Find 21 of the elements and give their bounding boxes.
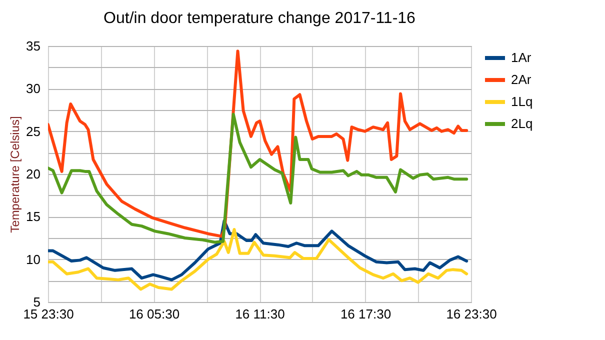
x-tick-label: 16 17:30 [340,306,392,322]
y-tick-label: 5 [33,294,40,310]
legend-label: 2Lq [511,116,533,131]
line-series [48,219,468,282]
x-tick-label: 16 05:30 [128,306,180,322]
x-tick-label: 15 23:30 [23,306,74,322]
chart-title: Out/in door temperature change 2017-11-16 [104,10,416,27]
legend-label: 2Ar [511,72,532,87]
y-axis-title: Temperature [Celsius] [8,116,22,233]
y-tick-label: 10 [26,252,40,267]
legend-label: 1Lq [511,94,533,109]
line-series [48,112,468,244]
y-tick-label: 25 [26,124,40,139]
x-tick-label: 16 11:30 [235,306,285,322]
y-tick-label: 15 [26,209,40,224]
y-tick-label: 20 [26,166,40,182]
x-tick-label: 16 23:30 [446,306,497,322]
legend-label: 1Ar [511,50,532,65]
y-tick-label: 35 [26,38,40,54]
y-tick-label: 30 [26,81,40,96]
line-series [48,228,468,291]
